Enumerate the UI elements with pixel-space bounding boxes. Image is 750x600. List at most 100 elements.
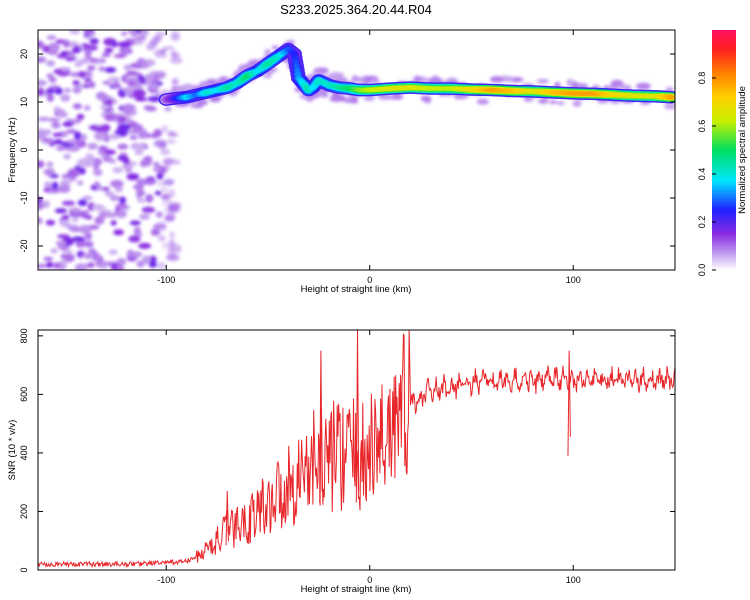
noise-blob <box>52 132 64 137</box>
noise-blob <box>132 88 146 98</box>
halo-blob <box>572 100 582 107</box>
noise-blob <box>112 167 123 174</box>
noise-blob <box>99 104 111 110</box>
noise-blob <box>43 168 56 176</box>
noise-blob <box>55 240 67 247</box>
halo-blob <box>352 77 366 83</box>
halo-blob <box>264 49 272 55</box>
noise-blob <box>169 242 176 250</box>
noise-blob <box>62 121 74 127</box>
noise-blob <box>155 211 163 218</box>
spectrogram-heatmap <box>38 30 675 270</box>
snr-spike <box>567 350 571 456</box>
noise-blob <box>139 213 150 220</box>
snr-y-tick-label: 400 <box>19 445 29 460</box>
noise-blob <box>119 48 133 55</box>
halo-blob <box>219 76 229 83</box>
noise-blob <box>147 95 162 103</box>
noise-blob <box>136 198 147 203</box>
noise-blob <box>60 94 71 102</box>
noise-blob <box>160 89 168 94</box>
noise-blob <box>128 121 138 129</box>
snr-frame <box>37 329 676 571</box>
noise-blob <box>149 39 158 47</box>
noise-blob <box>67 176 77 182</box>
spectrogram-y-tick-label: -10 <box>19 191 29 204</box>
noise-blob <box>47 117 61 123</box>
noise-blob <box>134 36 147 41</box>
noise-blob <box>166 254 180 261</box>
noise-blob <box>167 206 179 211</box>
noise-blob <box>66 224 79 230</box>
noise-blob <box>82 195 93 201</box>
noise-blob <box>38 160 45 169</box>
noise-blob <box>45 261 54 268</box>
noise-blob <box>134 149 144 156</box>
noise-blob <box>38 201 44 211</box>
noise-blob <box>171 78 179 86</box>
noise-blob <box>38 217 43 225</box>
noise-blob <box>63 153 72 160</box>
noise-blob <box>38 79 47 87</box>
noise-blob <box>104 113 117 122</box>
ridge-blob <box>293 63 300 69</box>
noise-blob <box>61 249 73 254</box>
noise-blob <box>46 161 54 168</box>
noise-blob <box>160 148 171 156</box>
noise-blob <box>55 39 66 44</box>
halo-blob <box>537 98 549 104</box>
spectrogram-y-tick-label: 20 <box>19 49 29 59</box>
noise-blob <box>88 81 96 89</box>
noise-blob <box>84 232 93 241</box>
noise-blob <box>158 223 166 228</box>
halo-blob <box>351 96 359 104</box>
noise-blob <box>99 261 108 266</box>
noise-blob <box>86 262 96 268</box>
noise-blob <box>107 76 121 82</box>
noise-blob <box>38 56 47 63</box>
halo-blob <box>363 95 376 101</box>
noise-blob <box>45 88 55 94</box>
noise-blob <box>115 209 127 219</box>
spectrogram-y-tick-label: 10 <box>19 97 29 107</box>
noise-blob <box>165 212 176 222</box>
noise-blob <box>64 253 75 263</box>
spectrogram-y-tick-label: 0 <box>19 147 29 152</box>
noise-blob <box>54 208 68 214</box>
noise-blobs <box>38 30 183 270</box>
noise-blob <box>98 210 107 220</box>
ridge <box>158 42 675 106</box>
noise-blob <box>86 65 96 71</box>
noise-blob <box>60 67 71 72</box>
noise-blob <box>161 125 168 133</box>
noise-blob <box>164 163 171 171</box>
halo-blob <box>476 98 489 105</box>
noise-blob <box>47 188 61 194</box>
noise-blob <box>113 53 127 59</box>
colorbar-ticks: 0.0 0.2 0.4 0.6 0.8 <box>697 72 716 276</box>
noise-blob <box>170 52 181 58</box>
snr-x-tick-label: -100 <box>157 575 175 585</box>
noise-blob <box>104 212 119 218</box>
chart-title: S233.2025.364.20.44.R04 <box>280 2 432 17</box>
noise-blob <box>45 219 56 226</box>
noise-blob <box>148 261 158 268</box>
noise-blob <box>74 263 88 270</box>
noise-blob <box>113 81 120 89</box>
noise-blob <box>135 186 144 193</box>
noise-blob <box>103 149 116 155</box>
halo-blob <box>617 84 628 90</box>
noise-blob <box>139 30 148 38</box>
snr-spike <box>355 330 360 503</box>
noise-blob <box>169 57 183 64</box>
halo-blob <box>391 94 404 100</box>
noise-blob <box>162 157 174 165</box>
noise-blob <box>104 47 114 53</box>
colorbar-tick-label: 0.2 <box>697 216 707 229</box>
noise-blob <box>134 97 148 102</box>
noise-blob <box>115 265 125 270</box>
noise-blob <box>128 235 141 243</box>
noise-blob <box>42 200 51 208</box>
noise-blob <box>89 38 99 45</box>
spectrogram-y-tick-label: -20 <box>19 239 29 252</box>
